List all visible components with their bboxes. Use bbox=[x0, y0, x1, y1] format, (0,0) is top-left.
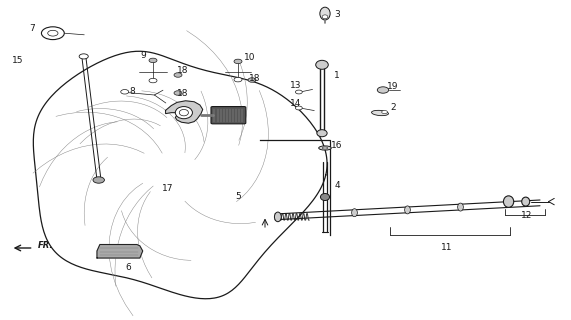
Circle shape bbox=[149, 78, 157, 83]
Text: 16: 16 bbox=[331, 140, 343, 149]
Text: 17: 17 bbox=[162, 183, 174, 193]
Ellipse shape bbox=[319, 146, 331, 150]
Text: 8: 8 bbox=[129, 86, 135, 95]
Text: FR.: FR. bbox=[38, 241, 53, 250]
Circle shape bbox=[120, 90, 128, 94]
Ellipse shape bbox=[457, 203, 463, 211]
Circle shape bbox=[174, 73, 182, 77]
Circle shape bbox=[234, 59, 242, 64]
Circle shape bbox=[174, 91, 182, 95]
Circle shape bbox=[149, 58, 157, 63]
Text: 5: 5 bbox=[235, 191, 241, 201]
Ellipse shape bbox=[320, 7, 330, 20]
Text: 13: 13 bbox=[290, 81, 301, 90]
Polygon shape bbox=[97, 244, 143, 258]
Text: 4: 4 bbox=[334, 180, 340, 189]
Circle shape bbox=[381, 110, 387, 114]
Circle shape bbox=[234, 77, 242, 82]
Ellipse shape bbox=[522, 197, 530, 206]
Polygon shape bbox=[33, 51, 327, 299]
Ellipse shape bbox=[322, 147, 328, 149]
Circle shape bbox=[42, 27, 65, 40]
Ellipse shape bbox=[320, 194, 329, 201]
Ellipse shape bbox=[317, 130, 327, 137]
Ellipse shape bbox=[275, 212, 282, 222]
Text: 19: 19 bbox=[387, 82, 399, 91]
Text: 11: 11 bbox=[441, 244, 453, 252]
Polygon shape bbox=[166, 101, 203, 123]
Ellipse shape bbox=[175, 107, 192, 119]
Circle shape bbox=[93, 177, 104, 183]
Ellipse shape bbox=[352, 209, 357, 217]
Circle shape bbox=[48, 30, 58, 36]
Ellipse shape bbox=[372, 110, 388, 116]
Text: 12: 12 bbox=[521, 211, 533, 220]
Text: 18: 18 bbox=[250, 74, 261, 83]
Text: 3: 3 bbox=[334, 10, 340, 19]
Ellipse shape bbox=[316, 60, 328, 69]
Text: 1: 1 bbox=[334, 70, 340, 79]
Ellipse shape bbox=[405, 206, 411, 214]
Ellipse shape bbox=[504, 196, 514, 207]
Text: 18: 18 bbox=[177, 66, 189, 75]
Circle shape bbox=[295, 106, 302, 110]
Text: 7: 7 bbox=[29, 23, 35, 33]
Ellipse shape bbox=[179, 109, 188, 116]
Text: 10: 10 bbox=[244, 52, 256, 61]
Text: 6: 6 bbox=[125, 263, 131, 273]
Text: 18: 18 bbox=[177, 89, 189, 98]
Circle shape bbox=[377, 87, 389, 93]
Text: 2: 2 bbox=[390, 102, 396, 111]
Ellipse shape bbox=[322, 15, 328, 19]
Circle shape bbox=[248, 78, 256, 82]
Text: 9: 9 bbox=[140, 51, 146, 60]
Circle shape bbox=[295, 90, 302, 94]
Circle shape bbox=[79, 54, 89, 59]
Text: 15: 15 bbox=[12, 55, 24, 65]
FancyBboxPatch shape bbox=[211, 107, 246, 124]
Text: 14: 14 bbox=[290, 99, 301, 108]
